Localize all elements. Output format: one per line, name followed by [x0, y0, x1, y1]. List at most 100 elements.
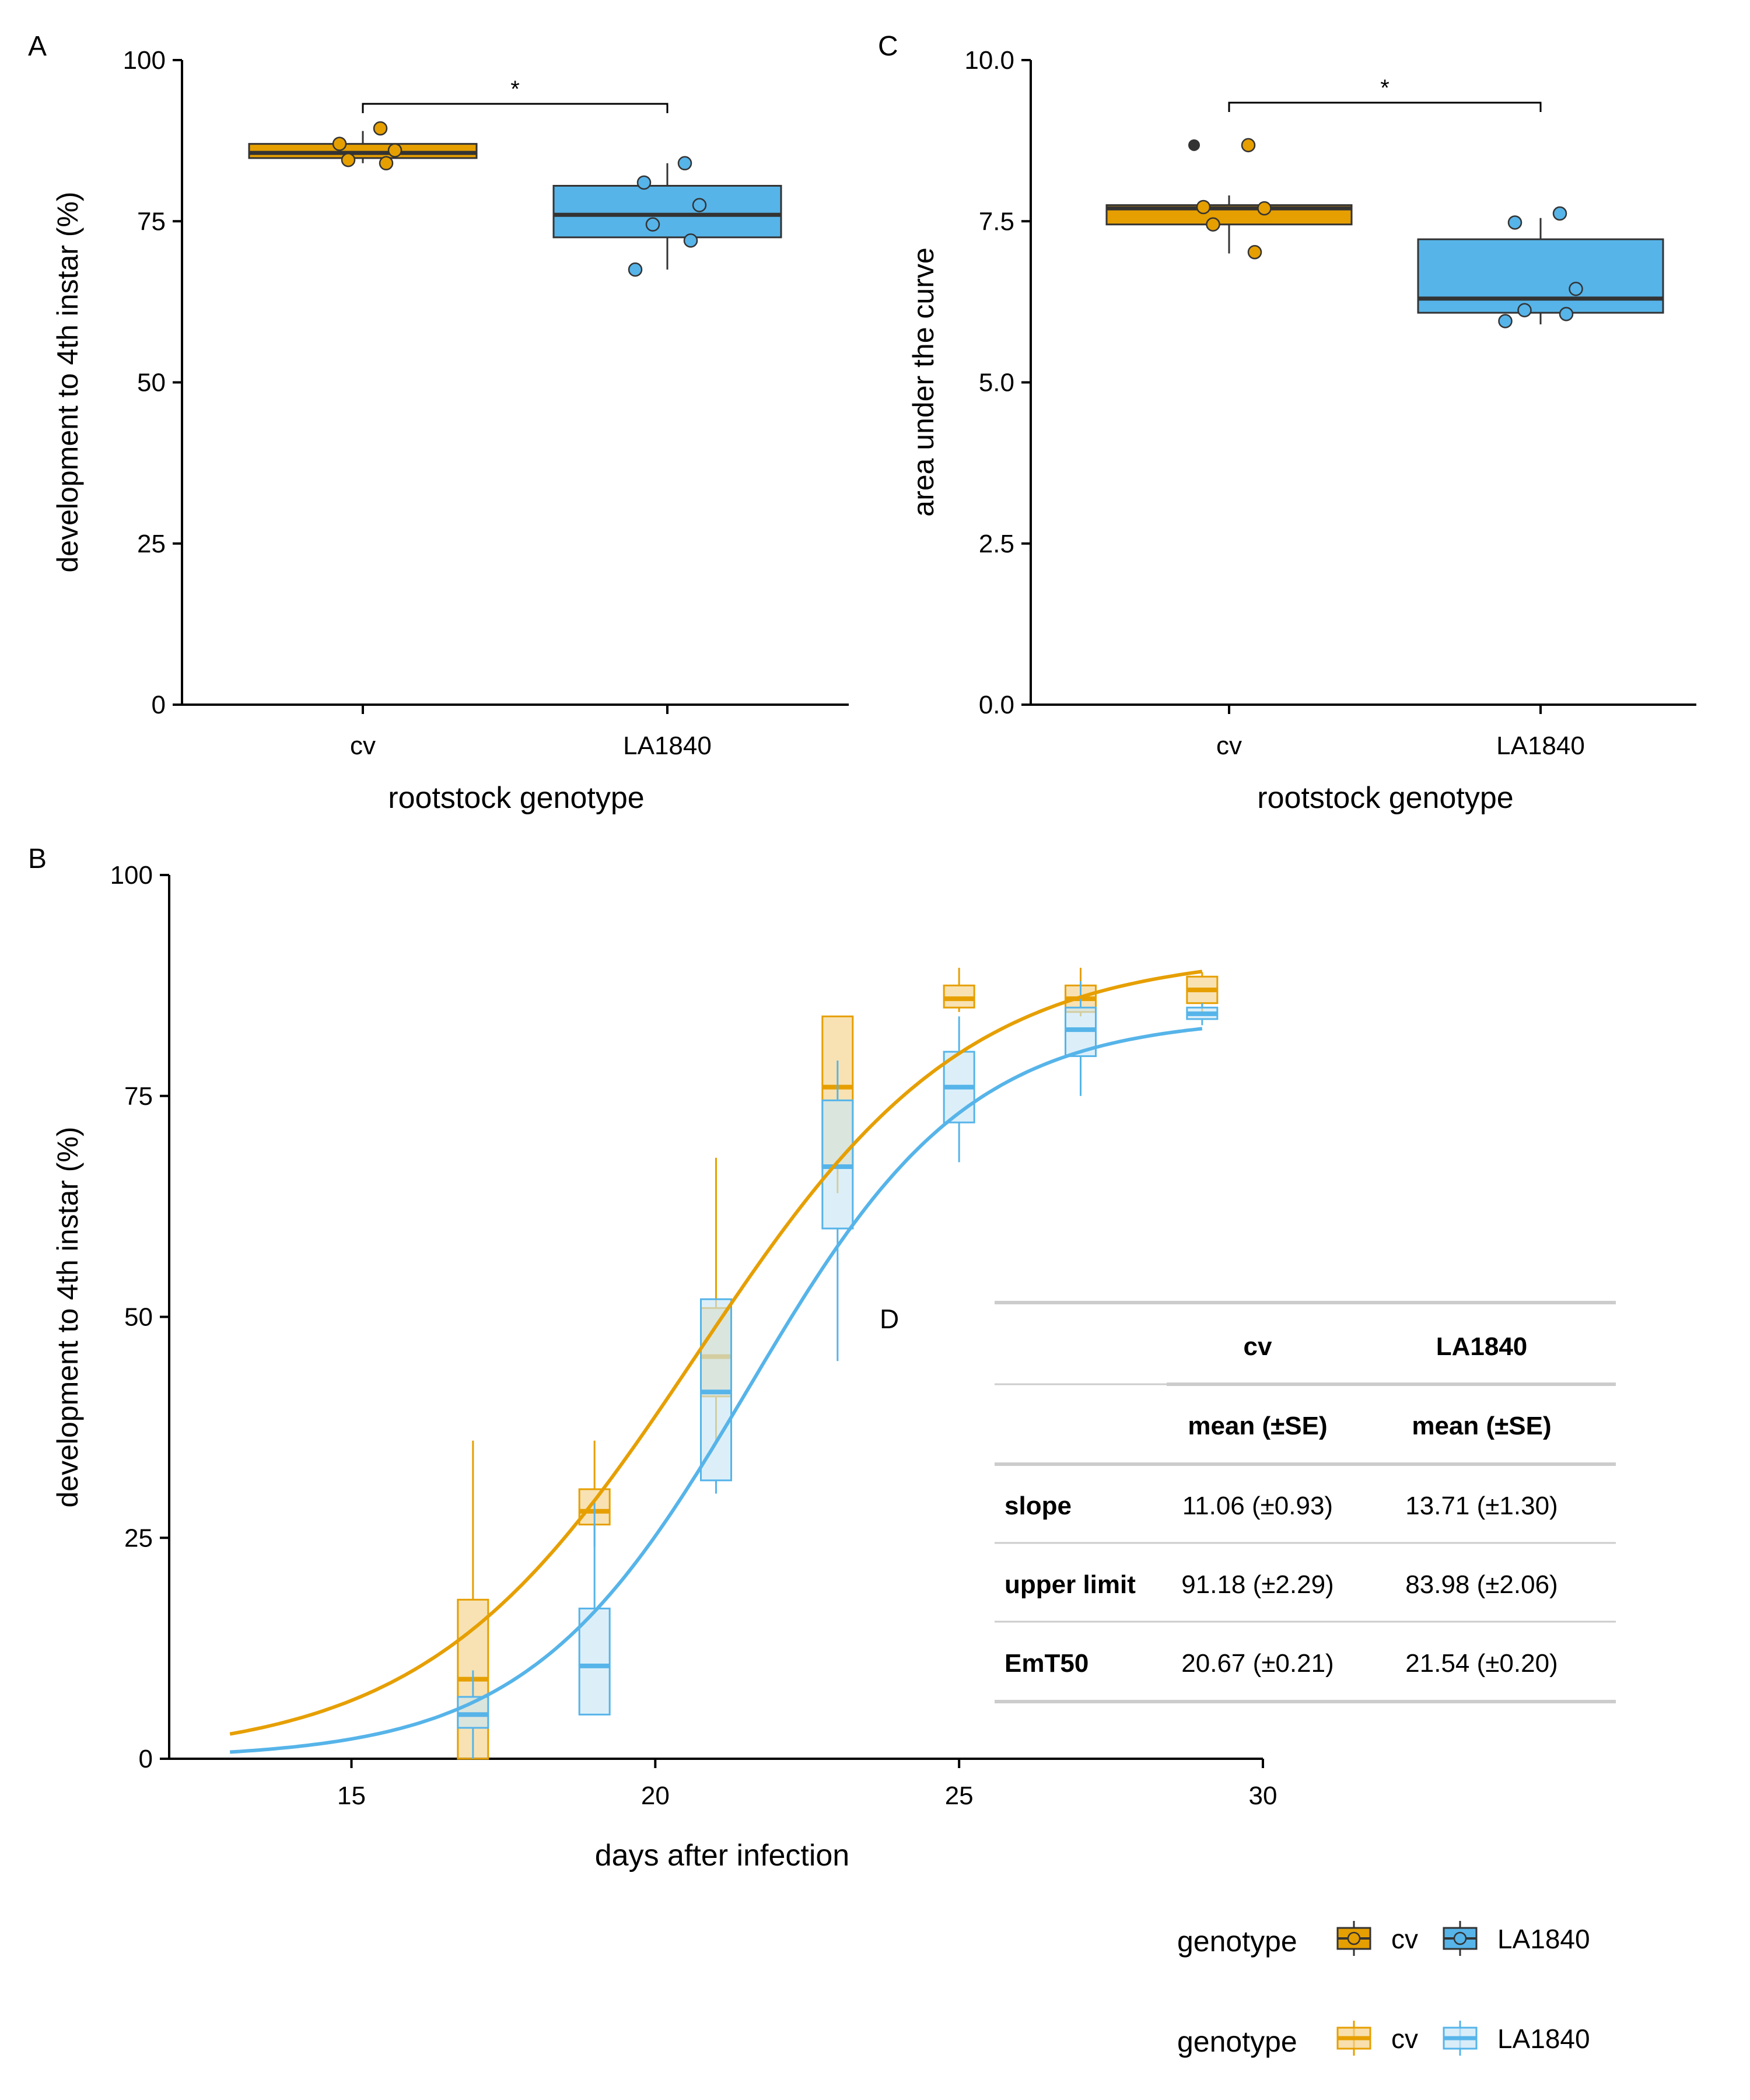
data-point: [1241, 138, 1256, 153]
legend-key-la1840: [1443, 1921, 1478, 1956]
data-point: [1552, 206, 1567, 221]
data-point: [1206, 217, 1220, 232]
data-point: [1569, 282, 1583, 296]
table-row-label: upper limit: [1005, 1570, 1136, 1599]
panel-a: A development to 4th instar (%) rootstoc…: [28, 31, 849, 815]
x-tick-label: 15: [337, 1782, 366, 1810]
data-point: [683, 233, 698, 248]
box-cv: [1105, 138, 1353, 260]
legend-point: [1347, 1931, 1361, 1945]
legend-point: [1453, 1931, 1467, 1945]
y-tick-label: 25: [137, 530, 166, 558]
data-point: [1247, 245, 1262, 260]
data-point: [1517, 303, 1532, 317]
box-body: [552, 184, 782, 239]
legend-label-cv: cv: [1391, 1924, 1418, 1954]
panel-label-c: C: [878, 31, 898, 62]
significance-label: *: [1380, 75, 1390, 101]
y-tick-label: 100: [123, 46, 166, 75]
box-body: [578, 1607, 611, 1716]
table-row-label: EmT50: [1005, 1649, 1088, 1678]
legend-key-la1840: [1443, 2021, 1478, 2056]
significance-bracket: [1228, 102, 1542, 112]
y-tick-label: 100: [110, 861, 153, 890]
y-tick-label: 50: [137, 369, 166, 397]
data-point: [1196, 200, 1211, 215]
table-row: upper limit 91.18 (±2.29) 83.98 (±2.06): [1005, 1570, 1558, 1599]
legend-title: genotype: [1177, 1925, 1297, 1958]
y-tick-label: 7.5: [979, 207, 1014, 236]
data-point: [628, 262, 643, 277]
y-tick-label: 5.0: [979, 369, 1014, 397]
x-tick-label: 25: [945, 1782, 974, 1810]
y-tick-label: 10.0: [964, 46, 1014, 75]
table-subheader-la1840: mean (±SE): [1412, 1412, 1551, 1440]
box-la1840-day-29: [1186, 1003, 1219, 1026]
panel-b: B development to 4th instar (%) days aft…: [28, 844, 1277, 1873]
table-subheader-cv: mean (±SE): [1188, 1412, 1327, 1440]
outlier-point: [1188, 139, 1200, 151]
panel-c-ylabel: area under the curve: [907, 247, 940, 516]
y-tick-label: 0: [152, 691, 166, 719]
data-point: [379, 156, 394, 171]
legend-label-cv: cv: [1391, 2024, 1418, 2054]
box-la1840-day-23: [821, 1060, 854, 1362]
panel-a-ylabel: development to 4th instar (%): [51, 191, 84, 572]
x-tick-label: 30: [1249, 1782, 1278, 1810]
box-cv-day-25: [943, 968, 975, 1012]
y-tick-label: 75: [124, 1082, 153, 1111]
data-point: [387, 143, 402, 158]
panel-b-xlabel: days after infection: [595, 1839, 849, 1873]
y-tick-label: 0.0: [979, 691, 1014, 719]
significance-label: *: [510, 76, 520, 102]
panel-d-table: D cv LA1840 mean (±SE) mean (±SE) slope …: [880, 1301, 1616, 1703]
x-tick-label: cv: [350, 732, 376, 760]
table-col-la1840: LA1840: [1436, 1332, 1528, 1361]
data-point: [1257, 201, 1272, 216]
data-point: [1498, 314, 1513, 328]
x-tick-label: LA1840: [623, 732, 712, 760]
data-point: [645, 217, 660, 232]
table-col-cv: cv: [1244, 1332, 1272, 1361]
table-cell-la1840: 83.98 (±2.06): [1405, 1570, 1558, 1599]
panel-label-b: B: [28, 844, 47, 874]
legend-label-la1840: LA1840: [1497, 1924, 1590, 1954]
y-tick-label: 25: [124, 1524, 153, 1552]
data-point: [1559, 307, 1574, 321]
data-point: [677, 156, 692, 171]
data-point: [636, 175, 652, 190]
panel-c: C area under the curve rootstock genotyp…: [878, 31, 1696, 815]
legend-label-la1840: LA1840: [1497, 2024, 1590, 2054]
box-cv: [248, 121, 478, 171]
table-cell-la1840: 13.71 (±1.30): [1405, 1492, 1558, 1520]
box-la1840-day-25: [943, 1016, 975, 1163]
panel-c-xlabel: rootstock genotype: [1257, 781, 1513, 815]
legend-boxplot-solid: genotype cv LA1840: [1177, 1921, 1590, 1958]
panel-b-ylabel: development to 4th instar (%): [51, 1126, 84, 1507]
data-point: [341, 153, 356, 167]
x-tick-label: cv: [1216, 732, 1242, 760]
table-cell-cv: 91.18 (±2.29): [1181, 1570, 1334, 1599]
significance-bracket: [362, 103, 668, 113]
legend-boxplot-light: genotype cv LA1840: [1177, 2021, 1590, 2058]
y-tick-label: 50: [124, 1303, 153, 1332]
box-la1840: [1417, 206, 1664, 328]
panel-a-xlabel: rootstock genotype: [388, 781, 644, 815]
table-cell-cv: 11.06 (±0.93): [1182, 1492, 1333, 1520]
box-la1840: [552, 156, 782, 277]
y-tick-label: 2.5: [979, 530, 1014, 558]
box-body: [1417, 238, 1664, 314]
panel-label-a: A: [28, 31, 47, 62]
data-point: [692, 198, 707, 212]
panel-label-d: D: [880, 1304, 899, 1334]
box-cv-day-29: [1186, 972, 1219, 1012]
table-cell-la1840: 21.54 (±0.20): [1405, 1649, 1558, 1678]
fit-curve-la1840: [230, 1027, 1203, 1754]
table-row: slope 11.06 (±0.93) 13.71 (±1.30): [1005, 1492, 1558, 1520]
table-cell-cv: 20.67 (±0.21): [1181, 1649, 1334, 1678]
x-tick-label: 20: [641, 1782, 670, 1810]
data-point: [1507, 215, 1522, 230]
data-point: [373, 121, 388, 136]
data-point: [332, 136, 347, 151]
